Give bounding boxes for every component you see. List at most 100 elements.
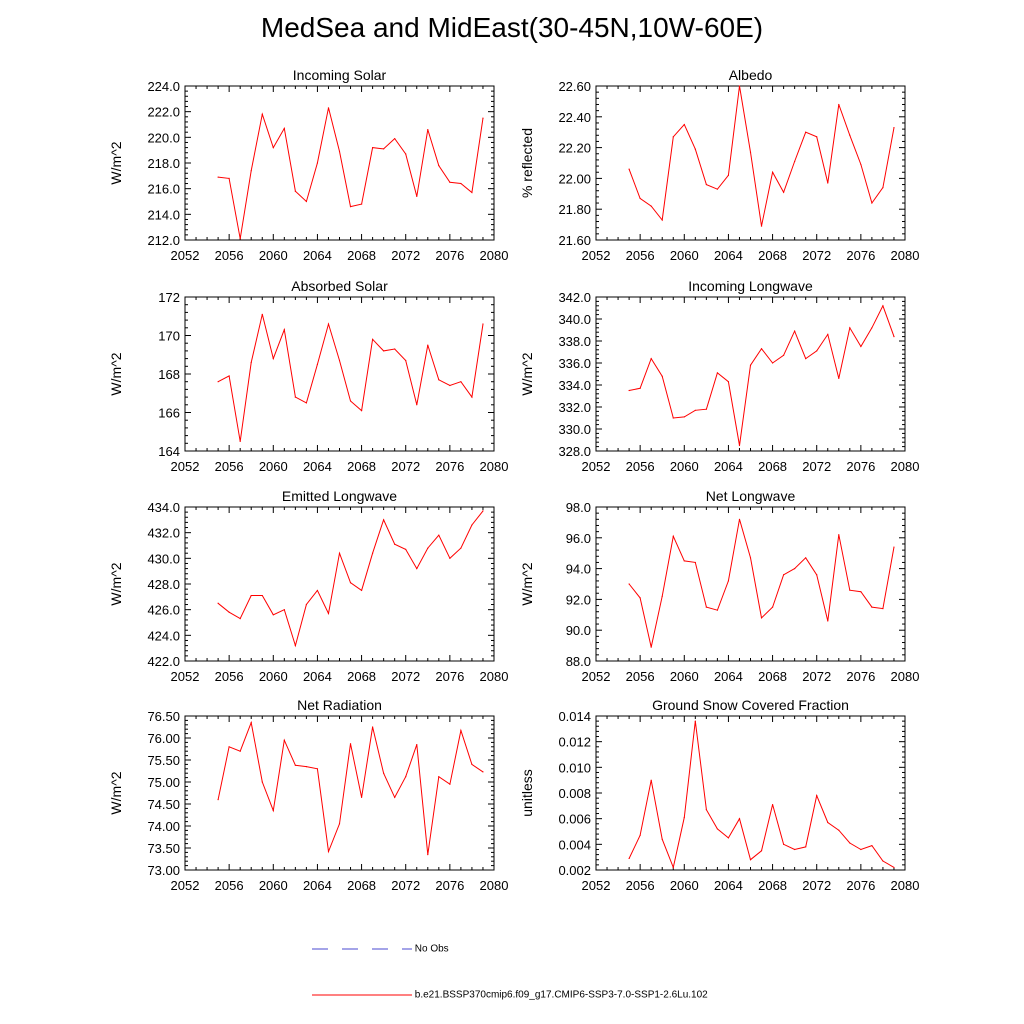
data-point [261,113,263,115]
y-tick-label: 216.0 [147,182,180,197]
data-point [727,174,730,176]
chart-title: Net Radiation [297,697,382,713]
data-point [294,764,296,766]
plot-frame [184,715,495,871]
data-point [871,202,873,204]
data-point [217,799,219,801]
data-point [449,783,451,785]
data-point [705,606,707,608]
data-point [460,182,462,185]
x-tick-label: 2080 [480,248,509,263]
x-tick-label: 2072 [802,248,831,263]
data-point [727,580,730,582]
data-point [672,535,674,537]
data-point [338,552,341,554]
data-point [661,375,663,377]
y-tick-label: 76.00 [147,731,180,746]
data-point [771,362,774,364]
chart-albedo: Albedo % reflected 2052 2056 2060 2064 2068 207… [519,67,919,263]
series-line [217,314,484,442]
data-point [261,594,263,597]
x-tick-label: 2072 [802,459,831,474]
x-tick-label: 2076 [846,669,875,684]
data-point [360,409,363,412]
x-tick-label: 2064 [303,669,332,684]
data-point [716,372,718,374]
data-point [316,162,319,164]
x-tick-label: 2060 [670,459,699,474]
legend-no-obs-label: No Obs [414,943,449,955]
data-point [250,170,252,172]
data-point [794,330,796,332]
x-tick-label: 2068 [347,878,376,893]
data-point [272,614,274,616]
x-tick-label: 2072 [802,878,831,893]
x-tick-label: 2064 [714,248,743,263]
x-tick-label: 2056 [215,878,244,893]
data-point [305,766,307,768]
data-point [727,381,730,383]
x-tick-label: 2072 [391,248,420,263]
data-point [394,796,396,799]
y-axis-label: W/m^2 [108,562,124,605]
data-point [427,129,429,131]
x-tick-label: 2064 [303,459,332,474]
data-point [760,348,763,350]
data-point [460,381,462,383]
x-tick-label: 2056 [215,459,244,474]
series-line [217,720,484,855]
chart-absorbed-solar: Absorbed Solar W/m^2 2052 2056 2060 2064 2068 2… [108,278,508,474]
chart-incoming-solar: Incoming Solar W/m^2 2052 2056 2060 2064 2068 2… [108,67,508,263]
x-tick-label: 2080 [891,878,920,893]
data-point [228,375,230,377]
y-axis-label: W/m^2 [519,562,535,605]
data-point [749,364,752,366]
x-tick-label: 2052 [582,669,611,684]
legend-model-run-swatch [312,994,412,996]
data-point [482,323,484,325]
data-point [261,313,263,315]
data-point [449,181,451,183]
x-tick-label: 2060 [670,878,699,893]
data-point [783,191,785,193]
y-tick-label: 164 [158,444,180,459]
y-tick-label: 22.40 [558,110,591,125]
data-point [639,834,641,836]
data-point [860,848,862,851]
x-tick-label: 2080 [480,669,509,684]
data-point [650,358,652,360]
x-tick-label: 2064 [303,248,332,263]
legend-model-run-label: b.e21.BSSP370cmip6.f09_g17.CMIP6-SSP3-7.… [414,989,708,1001]
y-tick-label: 96.0 [566,531,591,546]
data-point [738,518,741,520]
series-line [629,304,895,446]
y-tick-label: 214.0 [147,207,180,222]
y-tick-label: 330.0 [558,422,591,437]
y-tick-label: 434.0 [147,500,180,515]
series-line [628,721,895,870]
data-point [871,327,873,329]
data-point [882,608,884,610]
y-tick-label: 90.0 [566,623,591,638]
data-point [272,358,274,360]
y-tick-label: 22.60 [558,79,591,94]
y-tick-label: 0.010 [558,760,591,775]
data-point [816,350,818,352]
data-point [705,183,707,186]
y-tick-label: 422.0 [147,654,180,669]
data-point [783,843,785,845]
plot-frame [595,506,906,662]
x-tick-label: 2072 [391,459,420,474]
x-tick-label: 2056 [626,459,655,474]
y-tick-label: 328.0 [558,444,591,459]
y-tick-label: 94.0 [566,562,591,577]
x-tick-label: 2056 [626,878,655,893]
y-tick-label: 76.50 [147,709,180,724]
data-point [394,348,396,350]
data-point [427,344,429,346]
x-tick-label: 2052 [582,248,611,263]
legend-no-obs-swatch [312,948,412,950]
data-point [893,336,895,338]
data-point [738,85,741,87]
y-tick-label: 334.0 [558,378,591,393]
